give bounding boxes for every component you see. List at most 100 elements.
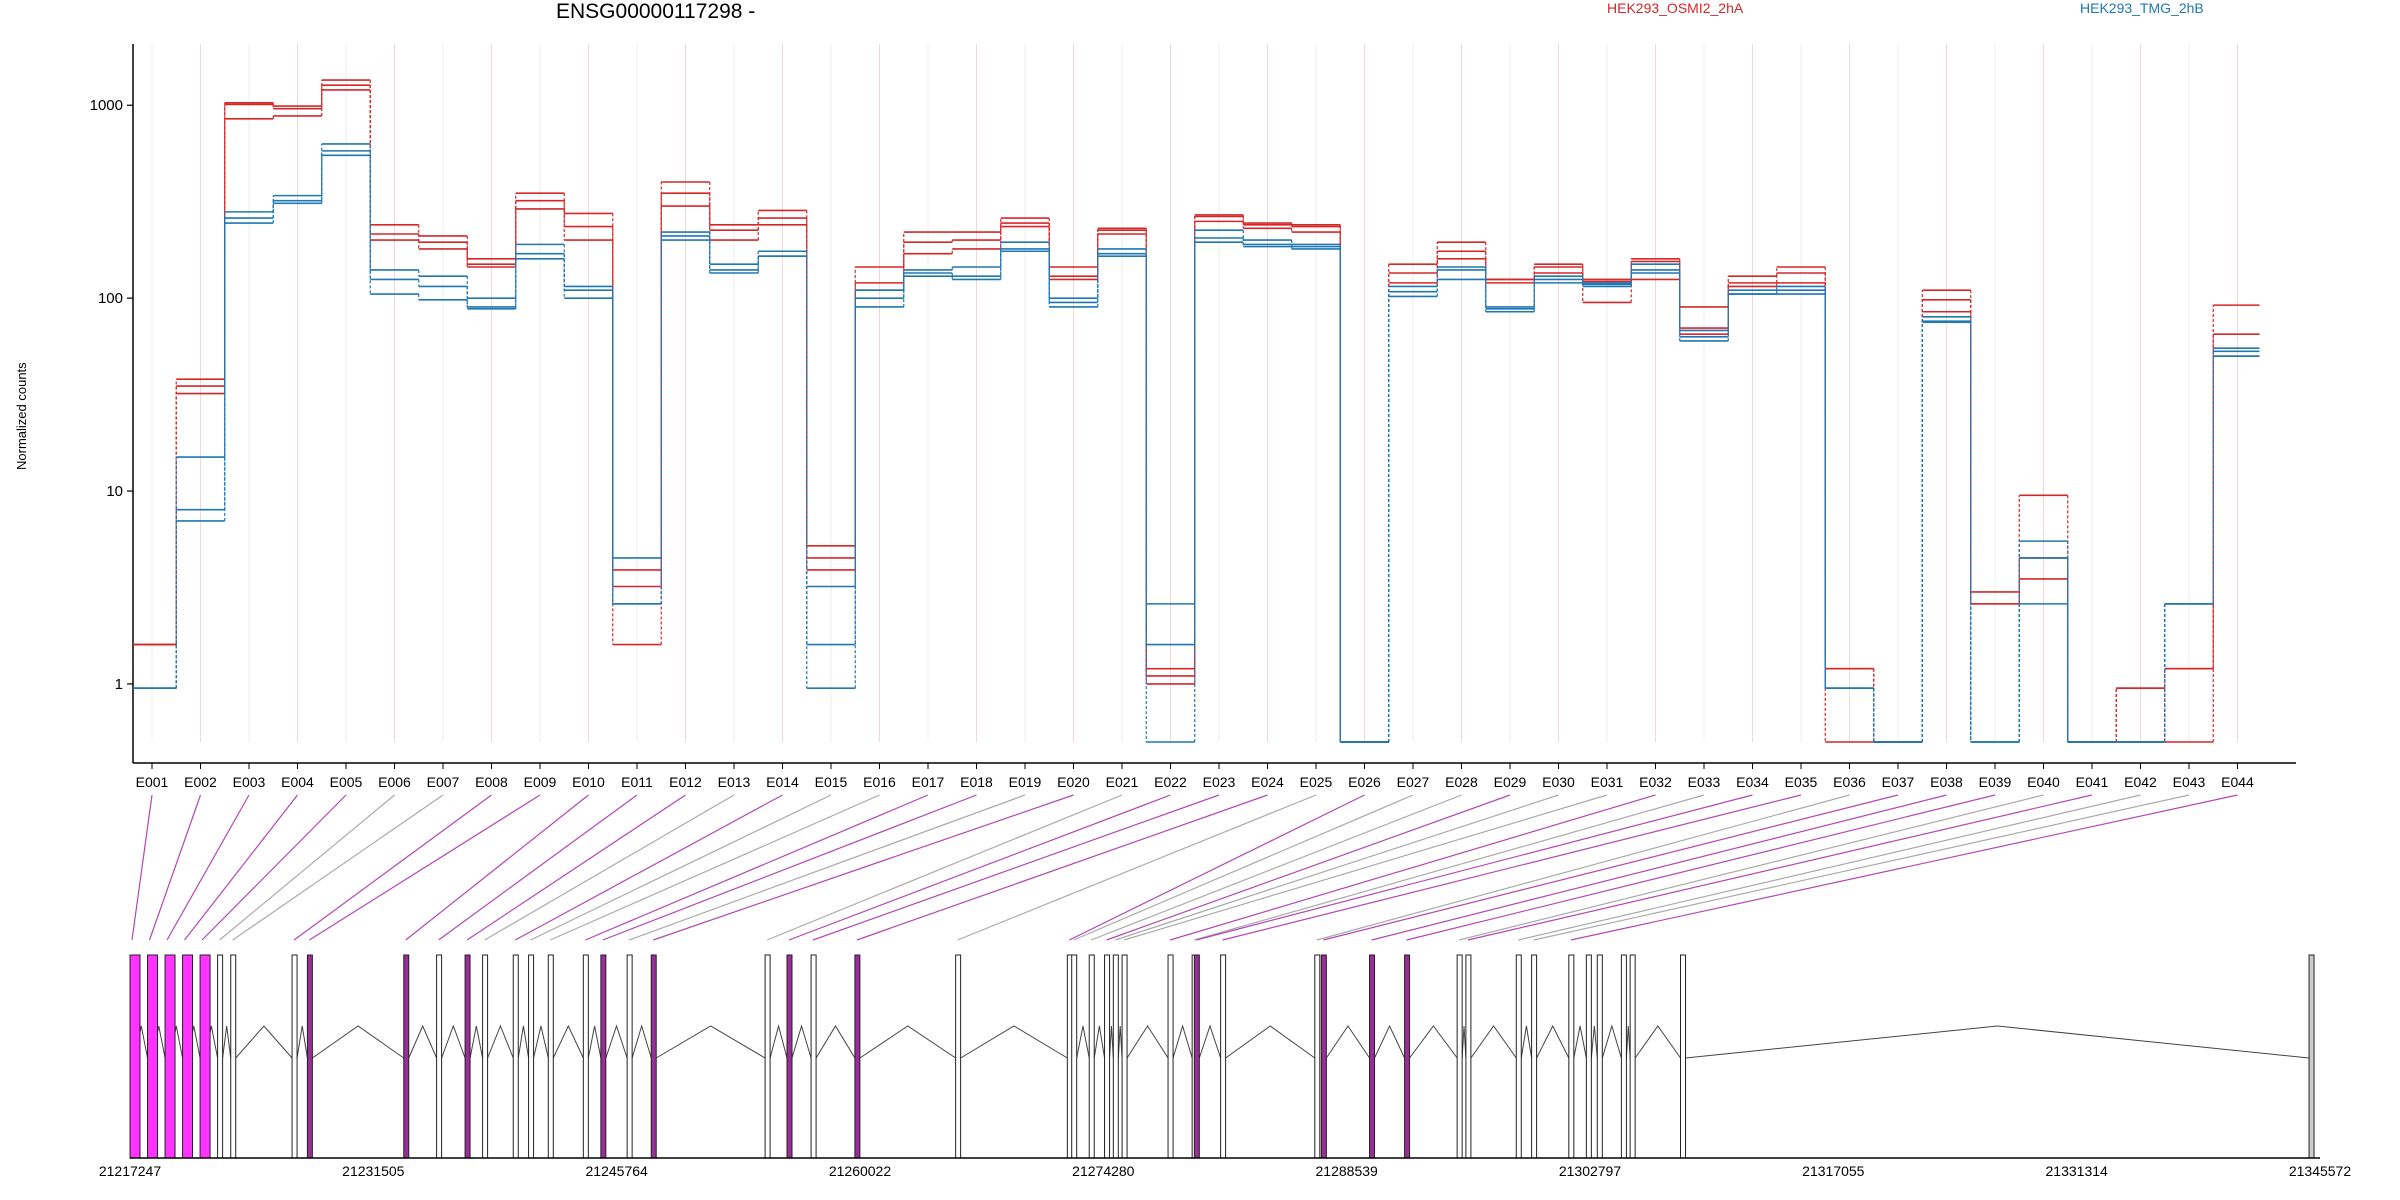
exon-box	[854, 954, 861, 1159]
y-tick-label: 1000	[90, 97, 123, 114]
x-tick-label: E006	[378, 774, 411, 790]
exon-box	[1071, 954, 1078, 1159]
x-tick-label: E012	[669, 774, 702, 790]
exon-box	[2308, 954, 2315, 1159]
x-tick-label: E043	[2173, 774, 2206, 790]
intron-line	[1093, 1025, 1106, 1059]
intron-line	[1076, 1025, 1090, 1059]
exon-link-line	[1106, 794, 1511, 941]
exon-box	[230, 954, 237, 1159]
exon-link-line	[466, 794, 686, 941]
intron-line	[1536, 1024, 1570, 1059]
x-tick-label: E024	[1251, 774, 1284, 790]
intron-line	[469, 1025, 484, 1059]
intron-line	[1634, 1025, 1681, 1059]
exon-box	[1465, 954, 1472, 1159]
x-tick-label: E023	[1203, 774, 1236, 790]
x-tick-label: E003	[233, 774, 266, 790]
exon-link-line	[184, 794, 298, 941]
exon-box	[182, 954, 194, 1159]
x-tick-label: E016	[863, 774, 896, 790]
x-tick-label: E009	[524, 774, 557, 790]
intron-line	[222, 1025, 232, 1059]
x-tick-label: E011	[621, 774, 653, 790]
intron-line	[605, 1024, 628, 1059]
exon-link-line	[1570, 794, 2238, 941]
x-tick-label: E037	[1882, 774, 1915, 790]
gene-coordinate-label: 21274280	[1072, 1163, 1135, 1179]
x-tick-label: E013	[718, 774, 751, 790]
intron-line	[1409, 1025, 1458, 1059]
exon-box	[164, 954, 176, 1159]
exon-box	[1680, 954, 1687, 1159]
exon-box	[955, 954, 962, 1159]
legend-entry-osmi: HEK293_OSMI2_2hA	[1607, 0, 1744, 16]
exon-link-line	[1371, 794, 1947, 941]
intron-line	[1225, 1025, 1316, 1059]
exon-box	[482, 954, 489, 1159]
exon-link-line	[148, 794, 202, 941]
x-tick-label: E018	[960, 774, 993, 790]
exon-link-line	[585, 794, 929, 941]
intron-line	[487, 1024, 514, 1059]
exon-box	[810, 954, 817, 1159]
exon-box	[291, 954, 298, 1159]
exon-link-line	[856, 794, 1268, 941]
exon-link-line	[1115, 794, 1559, 941]
exon-link-line	[484, 794, 735, 941]
intron-line	[1520, 1025, 1533, 1059]
exon-link-line	[1196, 794, 1753, 941]
intron-line	[1325, 1025, 1370, 1059]
series-tmg-5	[133, 154, 2260, 743]
exon-link-line	[219, 794, 395, 941]
exon-link-line	[1458, 794, 2044, 941]
x-tick-label: E022	[1154, 774, 1187, 790]
x-tick-label: E035	[1785, 774, 1818, 790]
exon-box	[1629, 954, 1636, 1159]
exon-box	[1167, 954, 1174, 1159]
exon-link-line	[1323, 794, 1899, 941]
x-tick-label: E039	[1979, 774, 2012, 790]
intron-line	[408, 1024, 438, 1059]
x-tick-label: E005	[330, 774, 363, 790]
x-tick-label: E025	[1300, 774, 1333, 790]
exon-box	[1193, 954, 1200, 1159]
exon-box	[1531, 954, 1538, 1159]
x-tick-label: E042	[2124, 774, 2157, 790]
intron-line	[655, 1025, 766, 1059]
exon-link-line	[812, 794, 1220, 941]
intron-line	[1590, 1025, 1598, 1059]
x-tick-label: E028	[1445, 774, 1478, 790]
y-tick-label: 10	[106, 483, 123, 500]
x-tick-label: E040	[2027, 774, 2060, 790]
intron-line	[960, 1025, 1068, 1059]
x-tick-label: E004	[281, 774, 314, 790]
exon-box	[1112, 954, 1119, 1159]
exon-box	[764, 954, 771, 1159]
intron-line	[1685, 1025, 2310, 1059]
exon-link-line	[653, 794, 1074, 941]
exon-box	[786, 954, 793, 1159]
exon-link-line	[1533, 794, 2190, 941]
exon-link-line	[530, 794, 832, 941]
series-tmg-3	[133, 143, 2260, 743]
gene-coordinate-label: 21231505	[342, 1163, 405, 1179]
gene-coordinate-label: 21302797	[1559, 1163, 1622, 1179]
x-tick-label: E026	[1348, 774, 1381, 790]
exon-box	[464, 954, 471, 1159]
x-tick-label: E034	[1736, 774, 1769, 790]
exon-link-line	[1467, 794, 2093, 941]
exon-link-line	[957, 794, 1317, 941]
intron-line	[1117, 1025, 1123, 1059]
intron-line	[1601, 1024, 1622, 1059]
exon-box	[1585, 954, 1592, 1159]
exon-link-line	[405, 794, 589, 941]
exon-box	[512, 954, 519, 1159]
x-tick-label: E032	[1639, 774, 1672, 790]
x-tick-label: E014	[766, 774, 799, 790]
intron-line	[769, 1024, 788, 1059]
x-tick-label: E027	[1397, 774, 1430, 790]
y-tick-label: 1	[115, 676, 123, 693]
gene-coordinate-label: 21288539	[1316, 1163, 1379, 1179]
exon-box	[1314, 954, 1321, 1159]
